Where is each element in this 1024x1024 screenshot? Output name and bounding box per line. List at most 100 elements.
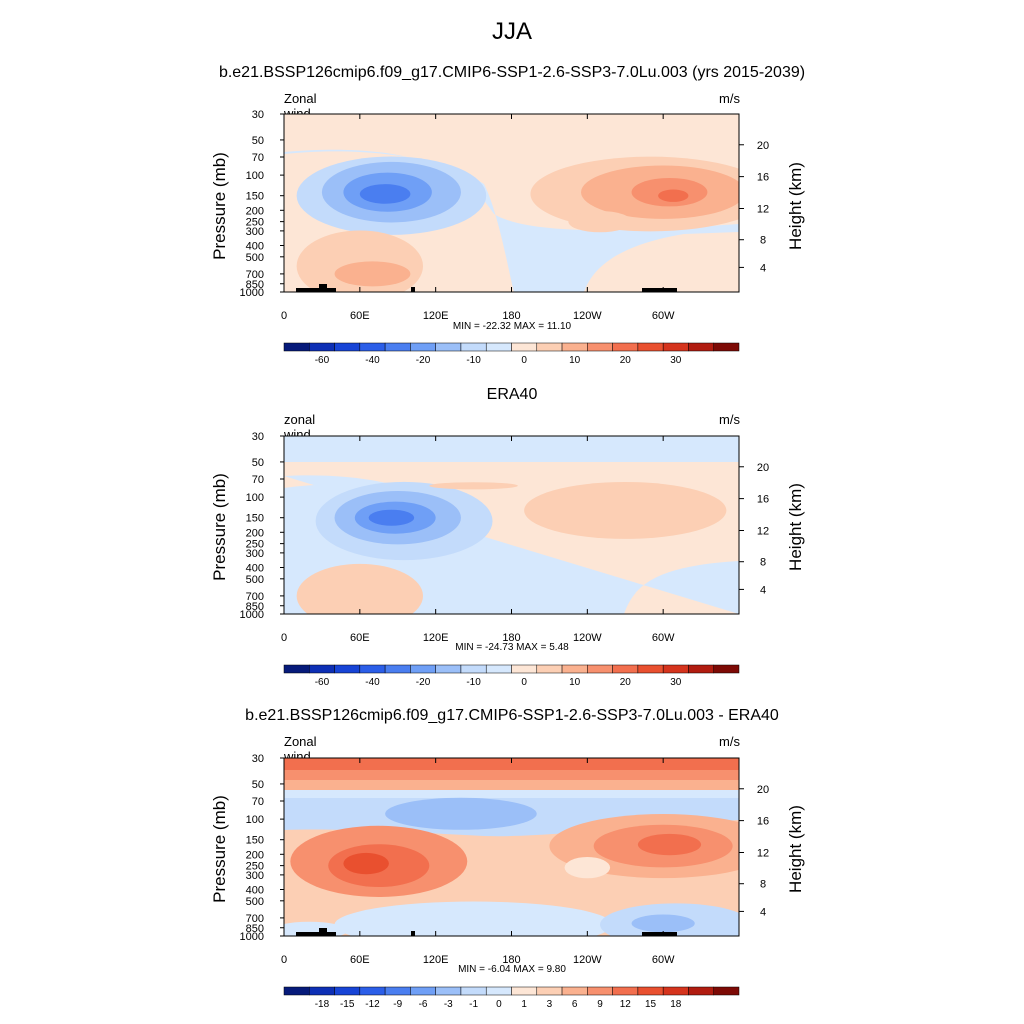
colorbar-swatch [637,986,664,996]
colorbar-label: 12 [620,999,632,1010]
ytick-label: 50 [252,135,264,147]
top-band-2 [284,770,739,780]
panel1-subtitle: b.e21.BSSP126cmip6.f09_g17.CMIP6-SSP1-2.… [218,64,806,81]
ytick-label: 100 [246,814,264,826]
colorbar-swatch [410,986,436,996]
colorbar-swatch [713,664,740,674]
ytick-label: 150 [246,513,264,525]
ytick-label: 700 [246,913,264,925]
ytick-label: 700 [246,269,264,281]
neg-contour-3 [385,797,537,830]
ytick-label: 500 [246,896,264,908]
xtick-label: 120W [573,954,602,966]
colorbar-swatch [435,342,462,352]
colorbar-swatch [662,342,689,352]
colorbar-label: -10 [466,677,481,688]
colorbar-swatch [511,342,538,352]
colorbar-swatch [435,664,462,674]
colorbar-swatch [359,986,386,996]
ytick-right-label: 4 [760,262,766,274]
colorbar-swatch [612,986,639,996]
xtick-label: 60W [652,310,675,322]
colorbar-swatch [587,986,613,996]
ytick-label: 100 [246,170,264,182]
xtick-label: 120E [423,954,449,966]
colorbar-swatch [334,664,361,674]
top-band-1 [284,758,739,770]
colorbar-swatch [460,342,487,352]
ytick-right-label: 8 [760,557,766,569]
light-patch [564,856,611,879]
ytick-label: 70 [252,474,264,486]
colorbar-swatch [637,342,664,352]
colorbar-swatch [384,664,411,674]
ytick-right-label: 4 [760,584,766,596]
ytick-label: 1000 [240,609,264,621]
ytick-label: 30 [252,109,264,121]
colorbar-label: 1 [521,999,527,1010]
colorbar-label: 18 [670,999,682,1010]
topo-peak [319,928,327,936]
ytick-label: 50 [252,457,264,469]
ytick-label: 200 [246,849,264,861]
neg-band [284,149,739,292]
colorbar-swatch [485,664,512,674]
ytick-label: 70 [252,796,264,808]
ytick-right-label: 16 [757,172,769,184]
ytick-label: 400 [246,884,264,896]
colorbar-swatch [410,342,436,352]
colorbar-label: -20 [416,677,431,688]
xtick-label: 0 [281,954,287,966]
panel-model-plot: 0 60E 120E 180 120W 60W3050701001502002503004… [240,109,770,366]
panel-obs-plot: 0 60E 120E 180 120W 60W3050701001502002503004… [240,431,770,688]
ytick-label: 700 [246,591,264,603]
colorbar-label: -18 [315,999,330,1010]
panel3-units-label: m/s [719,734,740,749]
colorbar-label: 30 [670,677,682,688]
xtick-label: 120W [573,632,602,644]
ytick-label: 850 [246,923,264,935]
colorbar-label: -9 [393,999,402,1010]
colorbar-label: 6 [572,999,578,1010]
xtick-label: 60W [652,632,675,644]
colorbar-label: 0 [496,999,502,1010]
topo-africa [296,288,336,292]
top-band-3 [284,780,739,790]
pos-patch [568,210,632,233]
colorbar-swatch [485,342,512,352]
colorbar-swatch [536,342,563,352]
colorbar-label: 0 [521,677,527,688]
colorbar-swatch [587,342,613,352]
ytick-label: 200 [246,527,264,539]
xtick-label: 120W [573,310,602,322]
ytick-label: 300 [246,870,264,882]
colorbar-label: 9 [597,999,603,1010]
ytick-label: 150 [246,191,264,203]
colorbar-label: 0 [521,355,527,366]
ytick-label: 150 [246,835,264,847]
pos-core-1 [343,852,389,875]
ytick-label: 1000 [240,287,264,299]
ytick-label: 850 [246,601,264,613]
colorbar-swatch [587,664,613,674]
ytick-label: 850 [246,279,264,291]
xtick-label: 60W [652,954,675,966]
colorbar-swatch [384,342,411,352]
colorbar-label: -20 [416,355,431,366]
topo-tibet [411,287,415,292]
colorbar-label: -60 [315,355,330,366]
ytick-label: 400 [246,562,264,574]
xtick-label: 0 [281,632,287,644]
lower-neg-1 [334,901,613,936]
panel-difference-field [284,758,739,936]
colorbar-swatch [359,342,386,352]
colorbar-swatch [688,986,714,996]
colorbar-label: -6 [419,999,428,1010]
colorbar-swatch [460,986,487,996]
ytick-right-label: 12 [757,203,769,215]
colorbar-swatch [309,342,335,352]
colorbar-swatch [713,986,740,996]
ytick-right-label: 12 [757,847,769,859]
ytick-label: 300 [246,548,264,560]
neg-core [359,184,411,204]
